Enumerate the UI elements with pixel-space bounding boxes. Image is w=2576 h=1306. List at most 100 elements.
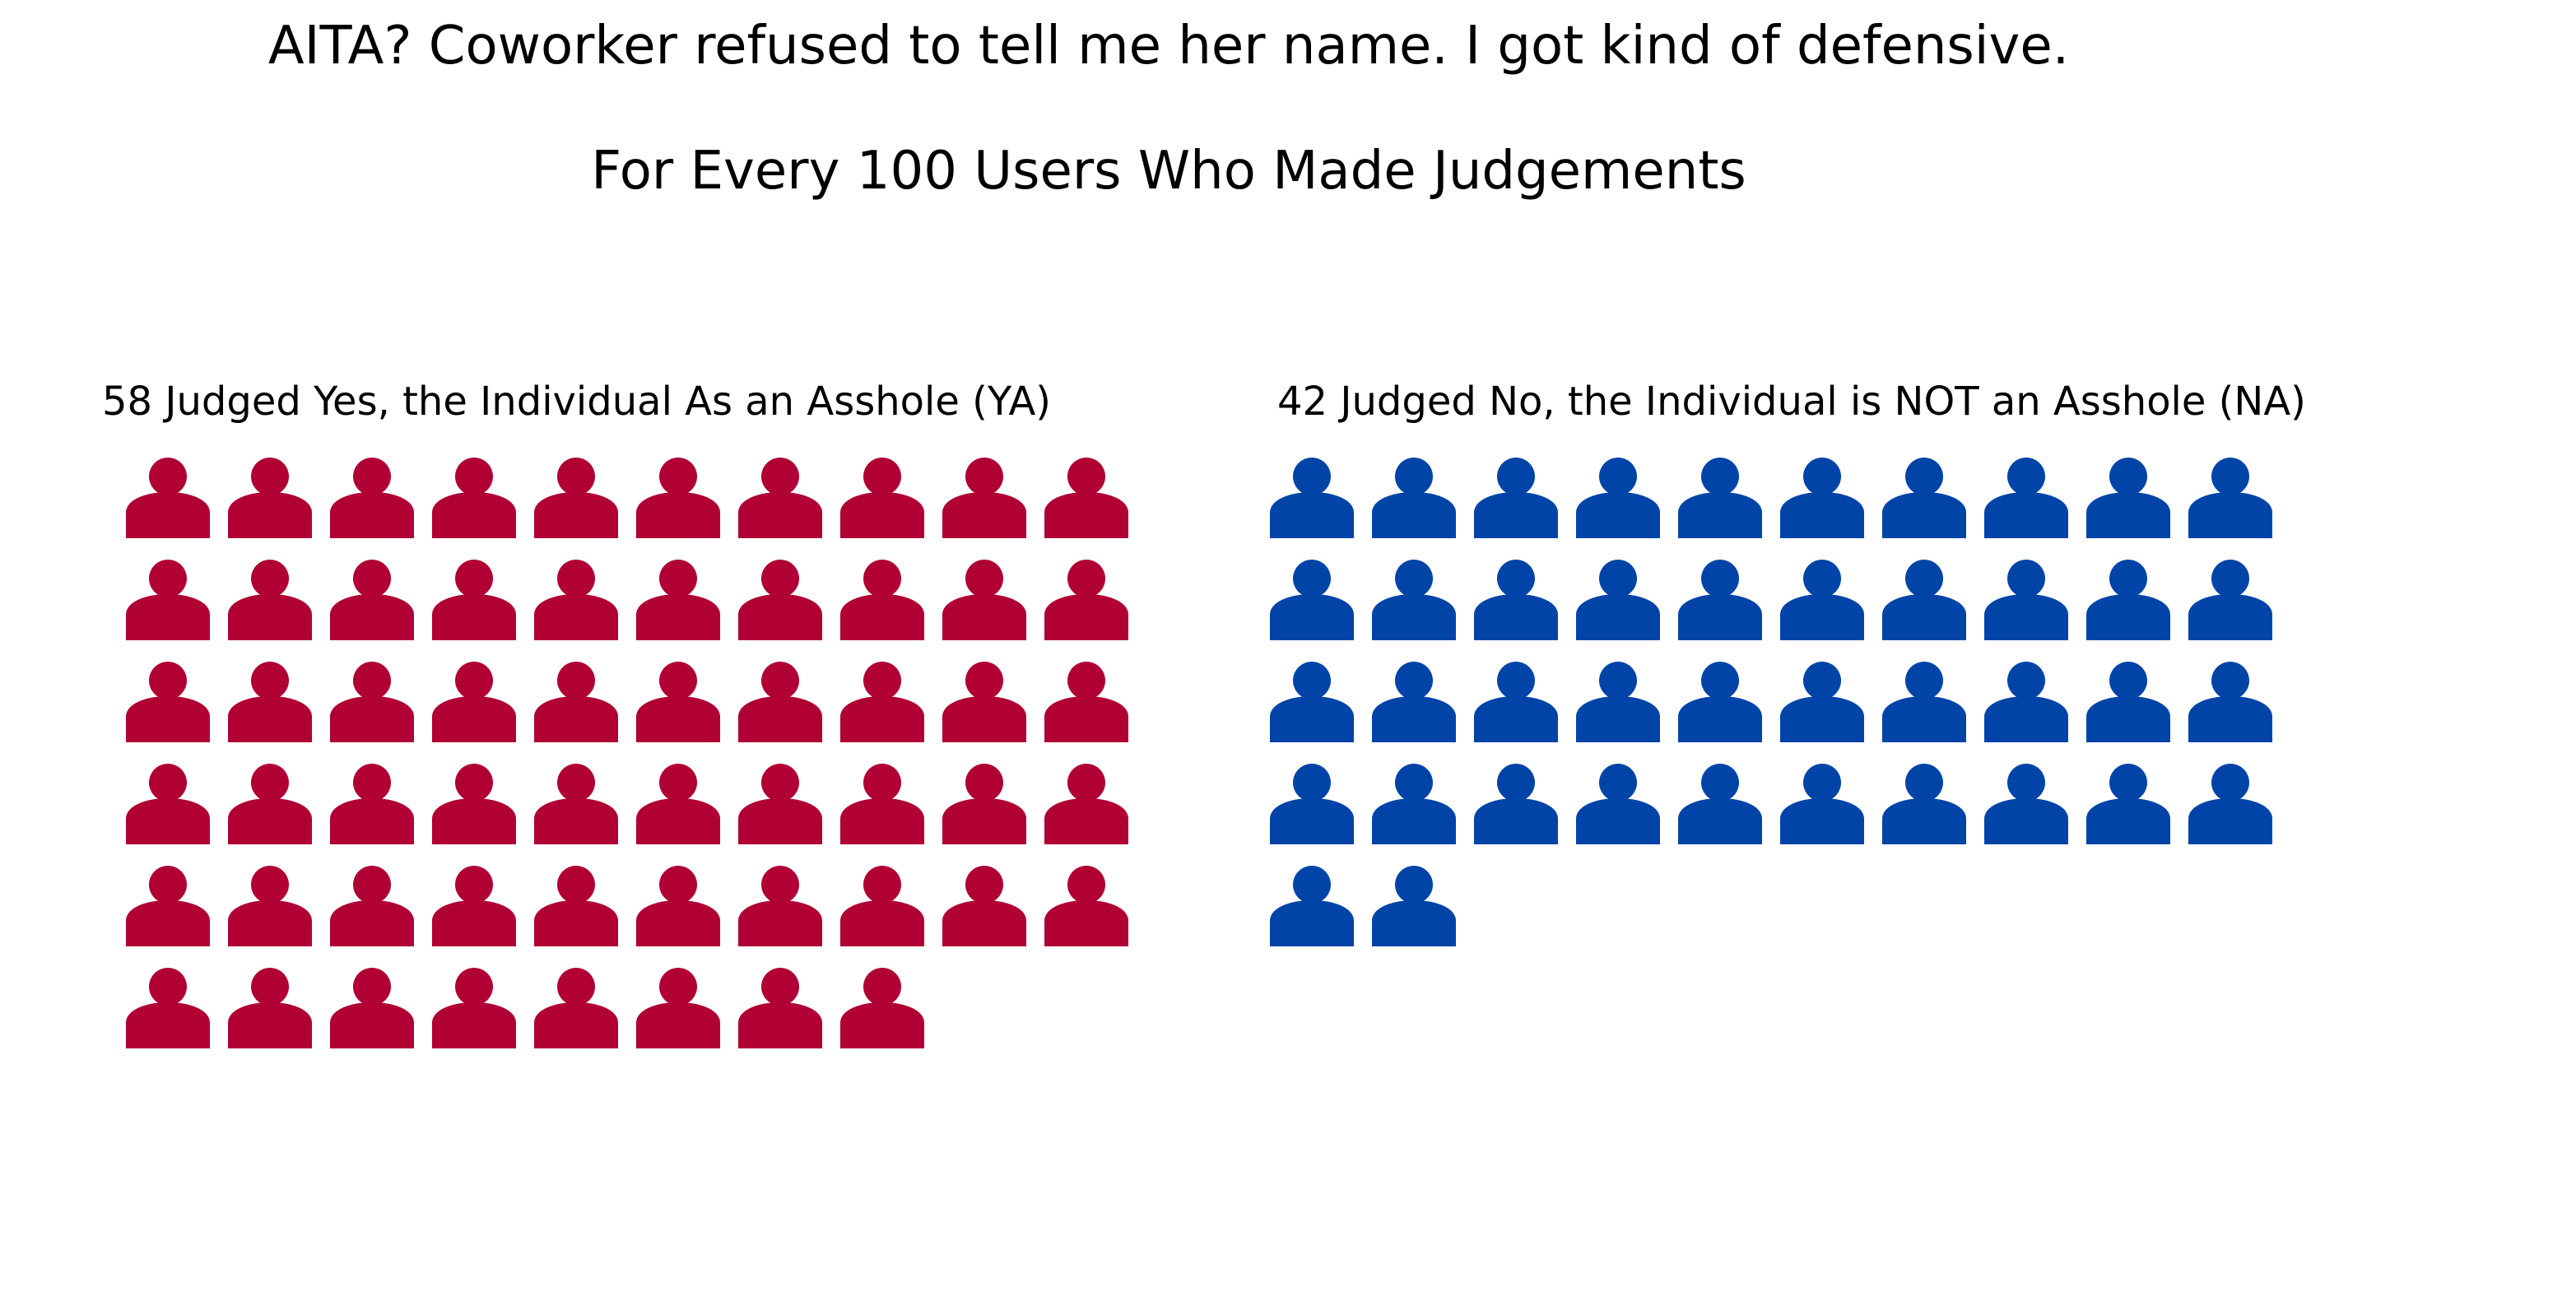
person-icon xyxy=(534,458,618,538)
person-icon xyxy=(1474,560,1558,640)
person-icon xyxy=(1474,662,1558,742)
person-icon xyxy=(2086,662,2170,742)
person-icon xyxy=(1270,560,1354,640)
chart-subtitle: For Every 100 Users Who Made Judgements xyxy=(591,141,1746,202)
person-icon xyxy=(330,866,414,946)
person-icon xyxy=(738,560,822,640)
person-icon xyxy=(636,866,720,946)
person-icon xyxy=(636,560,720,640)
na-panel-label: 42 Judged No, the Individual is NOT an A… xyxy=(1277,379,2306,425)
person-icon xyxy=(228,764,312,844)
person-icon xyxy=(534,662,618,742)
ya-panel-label: 58 Judged Yes, the Individual As an Assh… xyxy=(102,379,1052,425)
person-icon xyxy=(1044,458,1128,538)
person-icon xyxy=(1576,662,1660,742)
person-icon xyxy=(2086,764,2170,844)
person-icon xyxy=(432,764,516,844)
person-icon xyxy=(1678,662,1762,742)
person-icon xyxy=(1984,662,2068,742)
person-icon xyxy=(126,866,210,946)
person-icon xyxy=(840,968,924,1048)
person-icon xyxy=(1044,662,1128,742)
person-icon xyxy=(1044,866,1128,946)
person-icon xyxy=(636,458,720,538)
person-icon xyxy=(636,764,720,844)
person-icon xyxy=(1474,764,1558,844)
person-icon xyxy=(1678,764,1762,844)
person-icon xyxy=(534,764,618,844)
person-icon xyxy=(1576,764,1660,844)
person-icon xyxy=(942,866,1026,946)
person-icon xyxy=(840,662,924,742)
person-icon xyxy=(1678,560,1762,640)
person-icon xyxy=(126,764,210,844)
na-icon-grid xyxy=(1270,458,2272,946)
person-icon xyxy=(2188,560,2272,640)
person-icon xyxy=(228,968,312,1048)
person-icon xyxy=(942,458,1026,538)
person-icon xyxy=(2188,662,2272,742)
person-icon xyxy=(738,458,822,538)
person-icon xyxy=(1474,458,1558,538)
person-icon xyxy=(330,662,414,742)
person-icon xyxy=(1044,560,1128,640)
person-icon xyxy=(840,764,924,844)
person-icon xyxy=(1372,866,1456,946)
person-icon xyxy=(1576,560,1660,640)
person-icon xyxy=(1270,764,1354,844)
person-icon xyxy=(942,560,1026,640)
person-icon xyxy=(636,662,720,742)
person-icon xyxy=(126,560,210,640)
person-icon xyxy=(1044,764,1128,844)
person-icon xyxy=(228,866,312,946)
person-icon xyxy=(2188,764,2272,844)
person-icon xyxy=(126,662,210,742)
person-icon xyxy=(126,458,210,538)
ya-icon-grid xyxy=(126,458,1128,1048)
person-icon xyxy=(1270,662,1354,742)
person-icon xyxy=(1372,764,1456,844)
person-icon xyxy=(534,968,618,1048)
person-icon xyxy=(2086,560,2170,640)
person-icon xyxy=(228,458,312,538)
person-icon xyxy=(1984,764,2068,844)
person-icon xyxy=(432,560,516,640)
person-icon xyxy=(228,662,312,742)
person-icon xyxy=(1984,560,2068,640)
person-icon xyxy=(1372,662,1456,742)
person-icon xyxy=(432,458,516,538)
chart-title: AITA? Coworker refused to tell me her na… xyxy=(267,16,2070,77)
person-icon xyxy=(738,968,822,1048)
person-icon xyxy=(636,968,720,1048)
person-icon xyxy=(1882,458,1966,538)
person-icon xyxy=(942,662,1026,742)
person-icon xyxy=(432,968,516,1048)
person-icon xyxy=(1372,560,1456,640)
person-icon xyxy=(1882,560,1966,640)
person-icon xyxy=(534,560,618,640)
person-icon xyxy=(1984,458,2068,538)
person-icon xyxy=(942,764,1026,844)
person-icon xyxy=(330,560,414,640)
person-icon xyxy=(126,968,210,1048)
person-icon xyxy=(1882,662,1966,742)
person-icon xyxy=(840,458,924,538)
person-icon xyxy=(534,866,618,946)
person-icon xyxy=(432,866,516,946)
person-icon xyxy=(1270,458,1354,538)
person-icon xyxy=(330,968,414,1048)
person-icon xyxy=(1678,458,1762,538)
person-icon xyxy=(1576,458,1660,538)
person-icon xyxy=(1780,560,1864,640)
person-icon xyxy=(738,764,822,844)
person-icon xyxy=(840,866,924,946)
person-icon xyxy=(2188,458,2272,538)
person-icon xyxy=(1780,458,1864,538)
person-icon xyxy=(1780,662,1864,742)
person-icon xyxy=(2086,458,2170,538)
person-icon xyxy=(432,662,516,742)
person-icon xyxy=(1780,764,1864,844)
person-icon xyxy=(738,866,822,946)
person-icon xyxy=(840,560,924,640)
